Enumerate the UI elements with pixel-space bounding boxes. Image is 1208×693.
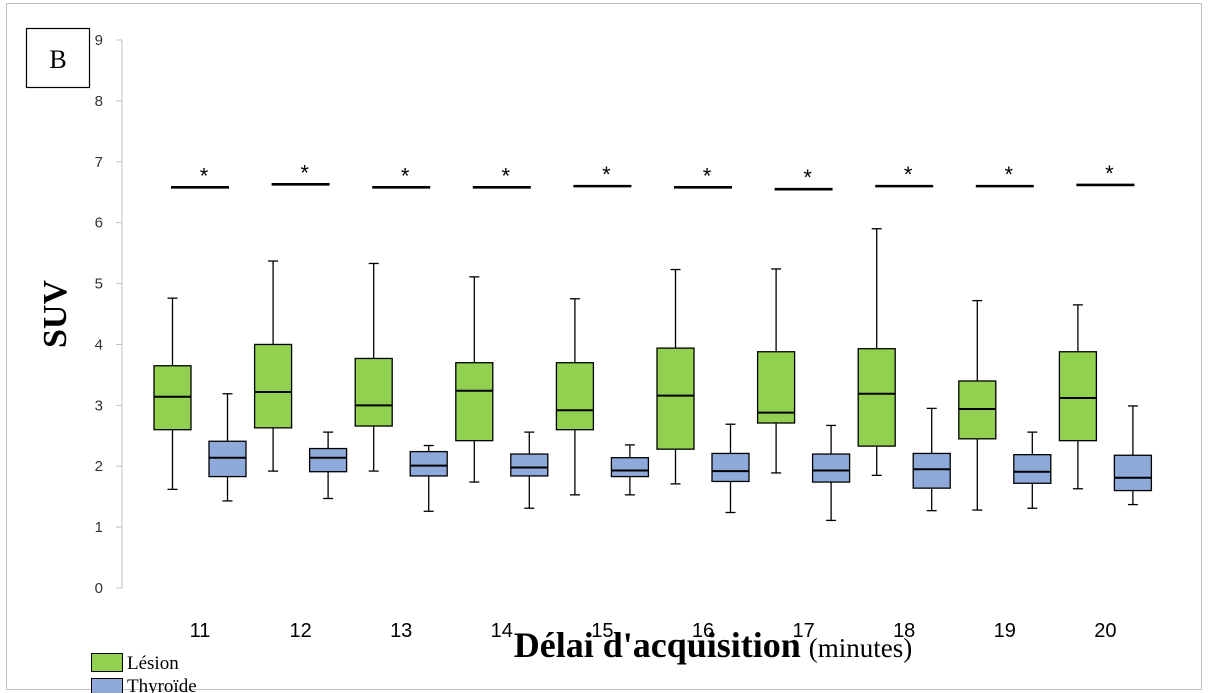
box-lesion (253, 260, 293, 472)
significance-star: * (502, 163, 511, 188)
y-tick-label: 0 (95, 580, 103, 597)
y-tick-label: 8 (95, 93, 103, 110)
legend-swatch-thyroide (91, 678, 123, 693)
box-iqr (711, 452, 750, 483)
significance-star: * (703, 163, 712, 188)
box-thyroide (1013, 431, 1052, 509)
x-category-label: 11 (190, 620, 211, 642)
box-iqr (354, 357, 393, 427)
box-iqr (857, 348, 896, 447)
box-iqr (610, 457, 650, 478)
box-iqr (308, 447, 348, 473)
box-thyroide (208, 393, 247, 502)
box-thyroide (308, 431, 348, 500)
legend: Lésion Thyroïde (91, 653, 197, 693)
box-iqr (1058, 351, 1098, 442)
box-thyroide (510, 431, 549, 509)
box-lesion (656, 268, 695, 485)
box-iqr (1013, 454, 1052, 484)
box-iqr (656, 347, 695, 450)
significance-markers: * * * * * * * * * * (171, 160, 1135, 191)
y-tick-label: 7 (95, 154, 103, 171)
box-iqr (555, 362, 595, 431)
significance-star: * (1105, 161, 1114, 186)
x-category-label: 13 (390, 620, 412, 642)
significance-star: * (200, 163, 209, 188)
box-thyroide (409, 444, 448, 512)
box-thyroide (811, 424, 851, 522)
box-iqr (1113, 454, 1153, 492)
significance-star: * (401, 163, 410, 188)
legend-label-lesion: Lésion (127, 653, 179, 674)
box-lesion (958, 299, 997, 511)
box-lesion (455, 276, 494, 483)
y-tick-label: 6 (95, 215, 103, 232)
significance-star: * (1005, 162, 1014, 187)
legend-label-thyroide: Thyroïde (127, 676, 197, 693)
x-axis-title-unit: (minutes) (809, 633, 912, 663)
x-category-label: 15 (591, 620, 613, 642)
significance-star: * (300, 160, 309, 185)
box-lesion (153, 297, 192, 491)
box-iqr (455, 362, 494, 442)
significance-star: * (602, 162, 611, 187)
box-iqr (912, 452, 951, 489)
box-series (153, 228, 1153, 522)
y-axis-title: SUV (37, 280, 74, 348)
box-thyroide (610, 444, 650, 496)
box-lesion (756, 268, 796, 474)
box-iqr (208, 440, 247, 478)
y-tick-label: 1 (95, 519, 103, 536)
box-lesion (1058, 304, 1098, 490)
box-iqr (409, 450, 448, 477)
x-axis-category-labels: 11 12 13 14 15 16 17 18 19 20 (190, 620, 1117, 642)
chart-frame (6, 3, 1202, 690)
box-thyroide (912, 407, 951, 512)
x-category-label: 18 (893, 620, 915, 642)
y-tick-label: 9 (95, 32, 103, 49)
box-iqr (510, 453, 549, 477)
box-thyroide (1113, 405, 1153, 506)
box-iqr (253, 343, 293, 429)
panel-label: B (49, 45, 66, 74)
significance-star: * (904, 162, 913, 187)
significance-star: * (803, 165, 812, 190)
x-category-label: 16 (692, 620, 714, 642)
y-tick-label: 5 (95, 276, 103, 293)
x-category-label: 14 (491, 620, 513, 642)
x-category-label: 20 (1094, 620, 1116, 642)
x-category-label: 12 (289, 620, 311, 642)
y-tick-label: 2 (95, 458, 103, 475)
box-lesion (354, 262, 393, 472)
panel-label-box: B (25, 27, 91, 89)
x-category-label: 19 (994, 620, 1016, 642)
box-iqr (811, 453, 851, 483)
y-tick-label: 4 (95, 336, 103, 353)
box-iqr (756, 351, 796, 424)
y-tick-label: 3 (95, 397, 103, 414)
x-category-label: 17 (792, 620, 814, 642)
box-lesion (857, 228, 896, 477)
legend-item-thyroide: Thyroïde (91, 676, 197, 693)
legend-swatch-lesion (91, 653, 123, 672)
box-thyroide (711, 423, 750, 514)
box-lesion (555, 298, 595, 496)
x-axis-title: Délai d'acquisition (minutes) (514, 625, 913, 665)
y-axis-ticks: 0 1 2 3 4 5 6 7 8 9 (95, 32, 122, 597)
legend-item-lesion: Lésion (91, 653, 179, 674)
x-axis-title-main: Délai d'acquisition (514, 625, 801, 665)
